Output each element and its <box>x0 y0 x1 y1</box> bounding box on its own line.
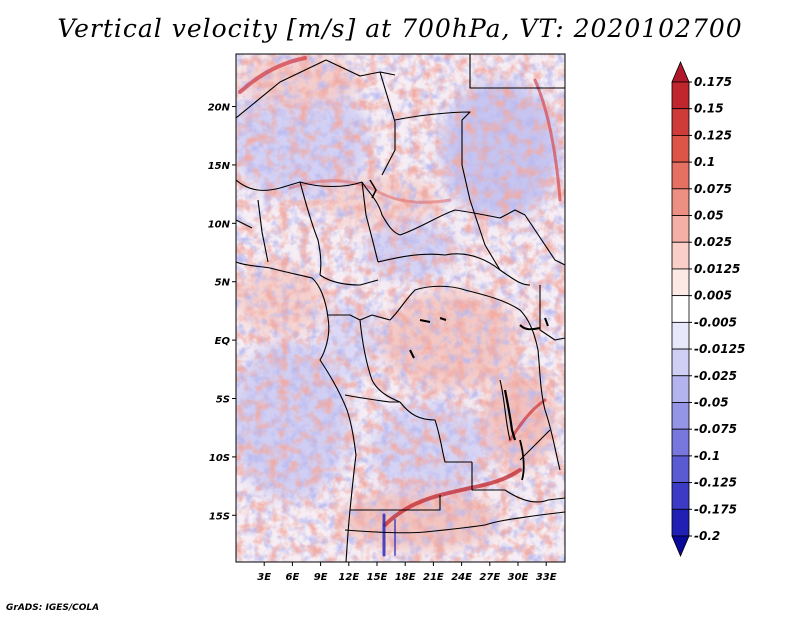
longitude-axis: 3E 6E 9E 12E 15E 18E 21E 24E 27E 30E 33E <box>257 562 557 583</box>
colorbar-swatch <box>671 241 690 270</box>
colorbar-label: 0.15 <box>694 102 724 116</box>
page-title: Vertical velocity [m/s] at 700hPa, VT: 2… <box>57 14 743 43</box>
colorbar-label: -0.125 <box>694 476 737 490</box>
lat-tick-label: 5S <box>216 395 230 406</box>
colorbar-label: -0.05 <box>694 395 729 409</box>
colorbar-label: -0.075 <box>694 422 737 436</box>
colorbar-label: 0.0125 <box>694 262 740 276</box>
colorbar-label: -0.2 <box>694 529 720 543</box>
colorbar-label: -0.0125 <box>694 342 745 356</box>
lon-tick-label: 12E <box>338 572 359 583</box>
colorbar-label: -0.025 <box>694 369 737 383</box>
colorbar: 0.175 0.15 0.125 0.1 0.075 0.05 0.025 0.0125 0.0… <box>671 60 745 558</box>
colorbar-swatch <box>671 402 690 430</box>
lat-tick-label: 20N <box>208 103 231 114</box>
lon-tick-label: 3E <box>257 572 271 583</box>
colorbar-swatch <box>671 135 690 163</box>
colorbar-swatch <box>671 508 690 537</box>
grads-credit: GrADS: IGES/COLA <box>6 603 100 613</box>
strong-bands <box>238 56 562 557</box>
colorbar-swatch <box>671 81 690 110</box>
lon-tick-label: 18E <box>395 572 416 583</box>
lon-tick-label: 27E <box>479 572 500 583</box>
colorbar-label: 0.1 <box>694 155 715 169</box>
lon-tick-label: 15E <box>367 572 388 583</box>
colorbar-swatch <box>671 188 690 216</box>
lat-tick-label: 5N <box>215 278 231 289</box>
colorbar-label: 0.005 <box>694 289 732 303</box>
colorbar-swatch <box>671 455 690 483</box>
map-frame <box>235 53 566 563</box>
colorbar-swatch <box>671 215 690 243</box>
colorbar-bottom-arrow <box>671 535 690 558</box>
colorbar-swatch <box>671 161 690 190</box>
lon-tick-label: 24E <box>451 572 472 583</box>
lakes <box>369 179 549 481</box>
lon-tick-label: 33E <box>536 572 557 583</box>
colorbar-swatch <box>671 268 690 297</box>
colorbar-swatch <box>671 108 690 136</box>
lon-tick-label: 21E <box>423 572 444 583</box>
lat-tick-label: 15N <box>208 161 231 172</box>
colorbar-swatch <box>671 295 690 323</box>
latitude-axis: 20N 15N 10N 5N EQ 5S 10S 15S <box>208 103 236 522</box>
colorbar-label: 0.125 <box>694 128 732 142</box>
colorbar-swatch <box>671 482 690 510</box>
colorbar-label: 0.025 <box>694 235 732 249</box>
lat-tick-label: 10N <box>208 219 231 230</box>
colorbar-swatch <box>671 348 690 377</box>
colorbar-swatch <box>671 375 690 403</box>
colorbar-label: 0.175 <box>694 75 732 89</box>
colorbar-label: -0.175 <box>694 502 737 516</box>
colorbar-label: -0.1 <box>694 449 720 463</box>
colorbar-swatch <box>671 428 690 457</box>
lat-tick-label: EQ <box>215 336 231 347</box>
lat-tick-label: 15S <box>209 511 230 522</box>
colorbar-label: -0.005 <box>694 315 737 329</box>
lon-tick-label: 30E <box>508 572 529 583</box>
lat-tick-label: 10S <box>209 453 230 464</box>
lon-tick-label: 9E <box>314 572 328 583</box>
colorbar-label: 0.05 <box>694 209 724 223</box>
colorbar-top-arrow <box>671 60 690 83</box>
velocity-map <box>236 54 565 562</box>
colorbar-label: 0.075 <box>694 182 732 196</box>
colorbar-swatch <box>671 321 690 350</box>
lon-tick-label: 6E <box>286 572 300 583</box>
